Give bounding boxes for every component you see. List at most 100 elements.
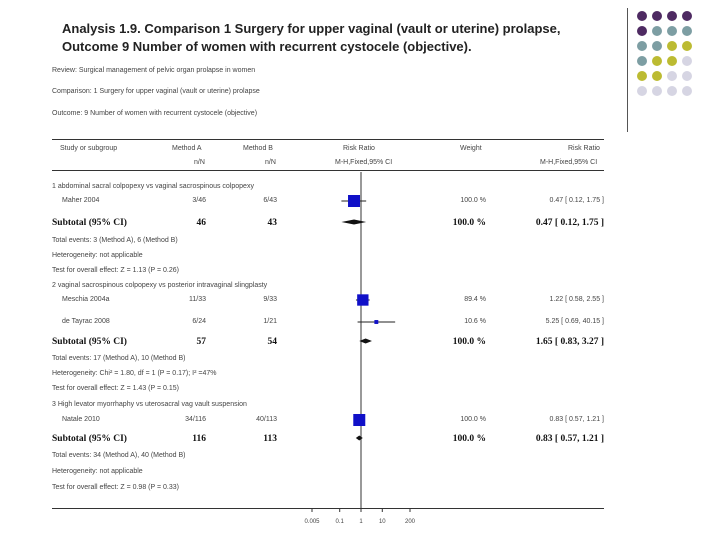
group-label: 3 High levator myorrhaphy vs uterosacral… [52,401,247,408]
meta-comparison: Comparison: 1 Surgery for upper vaginal … [52,88,260,95]
group-label: 2 vaginal sacrospinous colpopexy vs post… [52,282,268,289]
subtotal-ci: 1.65 [ 0.83, 3.27 ] [535,337,604,347]
subtotal-ci: 0.83 [ 0.57, 1.21 ] [535,434,604,444]
subtotal-weight: 100.0 % [452,434,486,444]
decor-dot [652,11,662,21]
subtotal-diamond [341,219,367,225]
decor-dot [682,86,692,96]
axis-tick-label: 200 [405,519,416,525]
study-name: Meschia 2004a [62,296,110,303]
study-weight: 89.4 % [464,296,486,303]
study-ci: 1.22 [ 0.58, 2.55 ] [549,296,605,303]
header-risk-ratio-2: Risk Ratio [568,145,600,152]
header-risk-ratio-2-method: M-H,Fixed,95% CI [540,159,598,166]
decor-dot [652,56,662,66]
study-name: de Tayrac 2008 [62,318,110,325]
total-events: Total events: 3 (Method A), 6 (Method B) [52,237,178,244]
decor-dot [652,26,662,36]
study-weight: 100.0 % [460,416,486,423]
header-nn-b: n/N [265,159,276,166]
decor-dot [637,26,647,36]
study-weight: 10.6 % [464,318,486,325]
subtotal-label: Subtotal (95% CI) [52,218,127,228]
study-marker [374,320,379,324]
study-events-a: 11/33 [189,296,206,303]
meta-review: Review: Surgical management of pelvic or… [52,67,256,74]
decor-dot [637,56,647,66]
decor-dot [637,71,647,81]
table-bottom-rule [52,508,604,509]
axis-tick-label: 0.1 [336,519,345,525]
decor-dot [667,11,677,21]
heterogeneity: Heterogeneity: not applicable [52,252,143,259]
study-ci: 0.83 [ 0.57, 1.21 ] [549,416,605,423]
decor-dot [667,41,677,51]
subtotal-b: 113 [263,434,277,444]
decor-dot [667,56,677,66]
study-weight: 100.0 % [460,197,486,204]
subtotal-a: 57 [196,337,207,347]
figure-title: Analysis 1.9. Comparison 1 Surgery for u… [62,21,561,54]
decor-dot [682,41,692,51]
header-risk-ratio: Risk Ratio [343,145,375,152]
subtotal-b: 43 [267,218,278,228]
decor-dot [667,86,677,96]
study-marker [348,195,361,207]
decor-dot [637,86,647,96]
header-nn-a: n/N [194,159,205,166]
study-ci: 5.25 [ 0.69, 40.15 ] [545,318,604,325]
decor-dot [652,86,662,96]
study-events-b: 6/43 [263,197,277,204]
study-marker [353,414,366,426]
study-marker [357,294,369,306]
meta-outcome: Outcome: 9 Number of women with recurren… [52,110,258,117]
subtotal-a: 116 [192,434,206,444]
subtotal-ci: 0.47 [ 0.12, 1.75 ] [535,218,604,228]
subtotal-weight: 100.0 % [452,337,486,347]
decor-dot [682,11,692,21]
heterogeneity: Heterogeneity: Chi² = 1.80, df = 1 (P = … [52,370,217,377]
subtotal-label: Subtotal (95% CI) [52,337,127,347]
decor-dot [667,71,677,81]
header-top-rule [52,139,604,140]
study-events-b: 1/21 [263,318,277,325]
total-events: Total events: 17 (Method A), 10 (Method … [52,355,186,362]
decor-divider [627,8,628,132]
decor-dot [682,56,692,66]
study-events-a: 3/46 [192,197,206,204]
decor-dot [682,26,692,36]
header-method-a: Method A [172,145,202,152]
subtotal-label: Subtotal (95% CI) [52,434,127,444]
decor-dot [637,11,647,21]
heterogeneity: Heterogeneity: not applicable [52,468,143,475]
study-name: Maher 2004 [62,197,100,204]
decor-dot [652,41,662,51]
decor-dot [667,26,677,36]
study-events-a: 6/24 [192,318,206,325]
header-method-b: Method B [243,145,273,152]
overall-effect-test: Test for overall effect: Z = 1.43 (P = 0… [52,385,179,392]
subtotal-b: 54 [267,337,278,347]
group-label: 1 abdominal sacral colpopexy vs vaginal … [52,183,254,190]
total-events: Total events: 34 (Method A), 40 (Method … [52,452,186,459]
study-events-a: 34/116 [185,416,206,423]
header-risk-ratio-method: M-H,Fixed,95% CI [335,159,393,166]
decor-dot [652,71,662,81]
subtotal-diamond [359,338,372,344]
subtotal-a: 46 [196,218,207,228]
study-events-b: 40/113 [256,416,277,423]
header-bottom-rule [52,170,604,171]
decor-dot [682,71,692,81]
study-events-b: 9/33 [263,296,277,303]
axis-tick-label: 1 [359,519,363,525]
study-ci: 0.47 [ 0.12, 1.75 ] [549,197,605,204]
study-name: Natale 2010 [62,416,100,423]
decor-dot [637,41,647,51]
header-study: Study or subgroup [60,145,118,152]
axis-tick-label: 10 [379,519,386,525]
subtotal-diamond [355,435,363,441]
header-weight: Weight [460,145,482,152]
subtotal-weight: 100.0 % [452,218,486,228]
overall-effect-test: Test for overall effect: Z = 0.98 (P = 0… [52,484,179,491]
